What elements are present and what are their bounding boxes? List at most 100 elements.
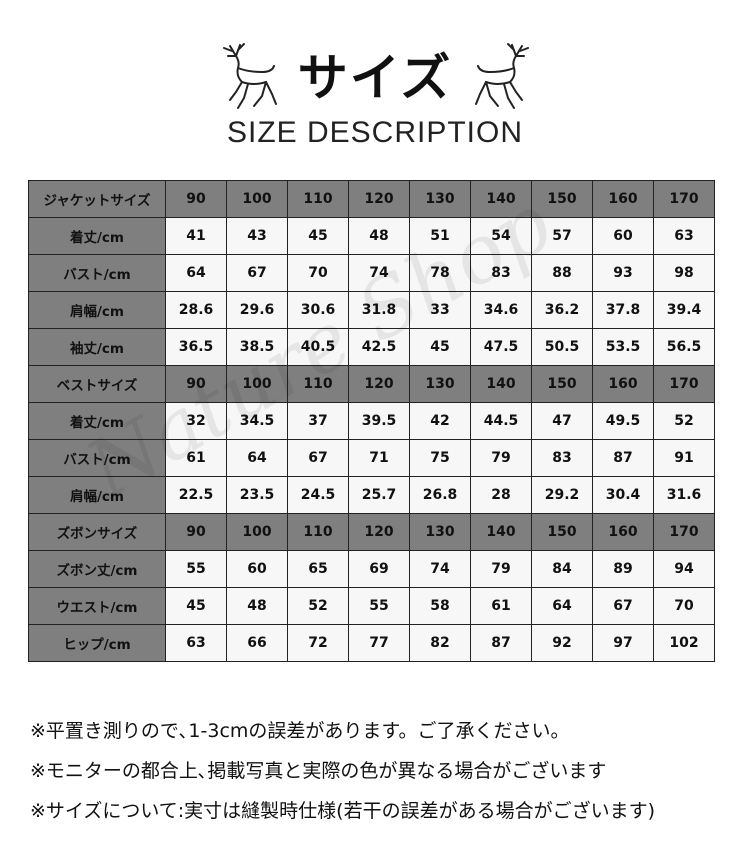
row-label: ジャケットサイズ bbox=[28, 180, 166, 218]
size-cell: 170 bbox=[653, 513, 715, 551]
value-cell: 24.5 bbox=[287, 476, 349, 514]
value-cell: 28.6 bbox=[165, 291, 227, 329]
size-cell: 150 bbox=[531, 180, 593, 218]
size-cell: 140 bbox=[470, 513, 532, 551]
size-cell: 140 bbox=[470, 365, 532, 403]
value-cell: 42.5 bbox=[348, 328, 410, 366]
value-cell: 74 bbox=[409, 550, 471, 588]
value-cell: 30.6 bbox=[287, 291, 349, 329]
value-cell: 63 bbox=[653, 217, 715, 255]
value-cell: 93 bbox=[592, 254, 654, 292]
value-cell: 33 bbox=[409, 291, 471, 329]
value-cell: 102 bbox=[653, 624, 715, 662]
table-row: バスト/cm 61 64 67 71 75 79 83 87 91 bbox=[28, 439, 715, 477]
value-cell: 47 bbox=[531, 402, 593, 440]
row-label: 袖丈/cm bbox=[28, 328, 166, 366]
row-label: バスト/cm bbox=[28, 439, 166, 477]
value-cell: 30.4 bbox=[592, 476, 654, 514]
size-cell: 130 bbox=[409, 180, 471, 218]
size-cell: 150 bbox=[531, 365, 593, 403]
value-cell: 65 bbox=[287, 550, 349, 588]
size-cell: 170 bbox=[653, 180, 715, 218]
row-label: バスト/cm bbox=[28, 254, 166, 292]
value-cell: 64 bbox=[226, 439, 288, 477]
value-cell: 98 bbox=[653, 254, 715, 292]
row-label: ベストサイズ bbox=[28, 365, 166, 403]
table-row: ウエスト/cm 45 48 52 55 58 61 64 67 70 bbox=[28, 587, 715, 625]
value-cell: 89 bbox=[592, 550, 654, 588]
value-cell: 39.5 bbox=[348, 402, 410, 440]
value-cell: 45 bbox=[165, 587, 227, 625]
size-cell: 170 bbox=[653, 365, 715, 403]
size-cell: 110 bbox=[287, 513, 349, 551]
value-cell: 61 bbox=[165, 439, 227, 477]
size-cell: 90 bbox=[165, 513, 227, 551]
value-cell: 45 bbox=[287, 217, 349, 255]
value-cell: 43 bbox=[226, 217, 288, 255]
value-cell: 60 bbox=[592, 217, 654, 255]
size-cell: 100 bbox=[226, 365, 288, 403]
value-cell: 64 bbox=[165, 254, 227, 292]
value-cell: 54 bbox=[470, 217, 532, 255]
table-row: 袖丈/cm 36.5 38.5 40.5 42.5 45 47.5 50.5 53.5 56.5 bbox=[28, 328, 715, 366]
row-label: 肩幅/cm bbox=[28, 476, 166, 514]
row-label: ズボン丈/cm bbox=[28, 550, 166, 588]
value-cell: 29.2 bbox=[531, 476, 593, 514]
value-cell: 23.5 bbox=[226, 476, 288, 514]
value-cell: 48 bbox=[226, 587, 288, 625]
row-label: ズボンサイズ bbox=[28, 513, 166, 551]
value-cell: 58 bbox=[409, 587, 471, 625]
note-color: ※モニターの都合上､掲載写真と実際の色が異なる場合がございます bbox=[30, 760, 607, 782]
size-cell: 160 bbox=[592, 513, 654, 551]
value-cell: 87 bbox=[592, 439, 654, 477]
value-cell: 56.5 bbox=[653, 328, 715, 366]
value-cell: 41 bbox=[165, 217, 227, 255]
value-cell: 82 bbox=[409, 624, 471, 662]
table-row: 肩幅/cm 28.6 29.6 30.6 31.8 33 34.6 36.2 37.8 39.4 bbox=[28, 291, 715, 329]
value-cell: 32 bbox=[165, 402, 227, 440]
value-cell: 97 bbox=[592, 624, 654, 662]
value-cell: 39.4 bbox=[653, 291, 715, 329]
row-label: ヒップ/cm bbox=[28, 624, 166, 662]
value-cell: 67 bbox=[592, 587, 654, 625]
value-cell: 55 bbox=[165, 550, 227, 588]
table-row: 着丈/cm 32 34.5 37 39.5 42 44.5 47 49.5 52 bbox=[28, 402, 715, 440]
value-cell: 44.5 bbox=[470, 402, 532, 440]
size-cell: 90 bbox=[165, 180, 227, 218]
deer-icon bbox=[223, 43, 277, 109]
value-cell: 34.5 bbox=[226, 402, 288, 440]
value-cell: 31.6 bbox=[653, 476, 715, 514]
value-cell: 53.5 bbox=[592, 328, 654, 366]
value-cell: 64 bbox=[531, 587, 593, 625]
value-cell: 67 bbox=[226, 254, 288, 292]
value-cell: 45 bbox=[409, 328, 471, 366]
value-cell: 22.5 bbox=[165, 476, 227, 514]
value-cell: 25.7 bbox=[348, 476, 410, 514]
value-cell: 77 bbox=[348, 624, 410, 662]
value-cell: 67 bbox=[287, 439, 349, 477]
size-cell: 110 bbox=[287, 365, 349, 403]
value-cell: 72 bbox=[287, 624, 349, 662]
size-cell: 150 bbox=[531, 513, 593, 551]
value-cell: 75 bbox=[409, 439, 471, 477]
value-cell: 63 bbox=[165, 624, 227, 662]
value-cell: 50.5 bbox=[531, 328, 593, 366]
value-cell: 52 bbox=[287, 587, 349, 625]
value-cell: 88 bbox=[531, 254, 593, 292]
value-cell: 26.8 bbox=[409, 476, 471, 514]
value-cell: 36.5 bbox=[165, 328, 227, 366]
value-cell: 40.5 bbox=[287, 328, 349, 366]
value-cell: 31.8 bbox=[348, 291, 410, 329]
value-cell: 42 bbox=[409, 402, 471, 440]
table-row: 着丈/cm 41 43 45 48 51 54 57 60 63 bbox=[28, 217, 715, 255]
row-label: ウエスト/cm bbox=[28, 587, 166, 625]
row-label: 着丈/cm bbox=[28, 217, 166, 255]
row-label: 肩幅/cm bbox=[28, 291, 166, 329]
table-row: バスト/cm 64 67 70 74 78 83 88 93 98 bbox=[28, 254, 715, 292]
size-cell: 100 bbox=[226, 180, 288, 218]
value-cell: 37.8 bbox=[592, 291, 654, 329]
value-cell: 47.5 bbox=[470, 328, 532, 366]
value-cell: 71 bbox=[348, 439, 410, 477]
size-table: ジャケットサイズ 90 100 110 120 130 140 150 160 170 着丈/cm 4… bbox=[28, 180, 715, 662]
